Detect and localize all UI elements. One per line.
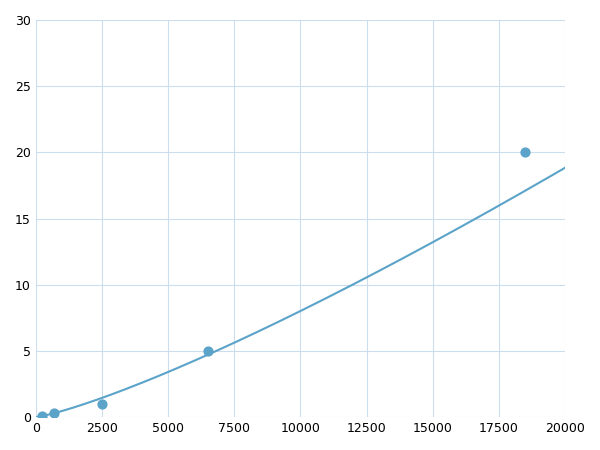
Point [49,410,59,417]
Point [203,347,212,355]
Point [38,412,47,419]
Point [97,400,107,408]
Point [521,149,530,156]
